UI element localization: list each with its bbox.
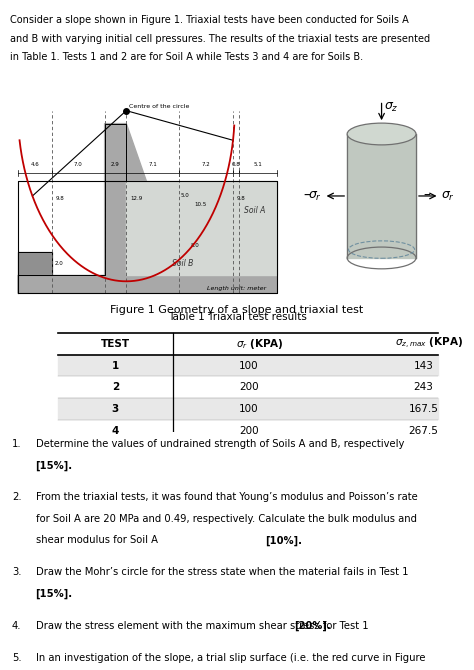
Text: 243: 243 [414,382,433,392]
Text: Draw the Mohr’s circle for the stress state when the material fails in Test 1: Draw the Mohr’s circle for the stress st… [36,567,408,578]
Ellipse shape [347,123,416,145]
Text: Draw the stress element with the maximum shear stress for Test 1: Draw the stress element with the maximum… [36,621,371,631]
Text: [20%].: [20%]. [294,621,331,631]
Text: TEST: TEST [101,339,130,349]
Text: 0.8: 0.8 [232,162,240,167]
Text: 8.0: 8.0 [191,243,199,249]
Text: 4: 4 [112,425,119,436]
Polygon shape [58,354,438,377]
Text: 267.5: 267.5 [409,425,438,436]
Text: 3: 3 [112,404,119,414]
Text: and B with varying initial cell pressures. The results of the triaxial tests are: and B with varying initial cell pressure… [10,34,430,44]
Polygon shape [58,419,438,442]
Text: 2.: 2. [12,492,21,502]
Text: $\sigma_r$ (KPA): $\sigma_r$ (KPA) [237,337,284,351]
Text: 10.5: 10.5 [194,202,207,207]
Text: In an investigation of the slope, a trial slip surface (i.e. the red curve in Fi: In an investigation of the slope, a tria… [36,653,425,663]
Text: $\sigma_z$: $\sigma_z$ [384,100,399,114]
Text: for Soil A are 20 MPa and 0.49, respectively. Calculate the bulk modulus and: for Soil A are 20 MPa and 0.49, respecti… [36,514,417,524]
Text: –: – [424,189,431,203]
Text: 200: 200 [239,425,259,436]
Text: in Table 1. Tests 1 and 2 are for Soil A while Tests 3 and 4 are for Soils B.: in Table 1. Tests 1 and 2 are for Soil A… [10,52,364,62]
Text: 9.8: 9.8 [237,196,246,202]
Text: 100: 100 [239,404,259,414]
Text: 9.8: 9.8 [55,196,64,202]
Text: 1: 1 [112,360,119,371]
Text: 7.1: 7.1 [148,162,157,167]
Text: 167.5: 167.5 [409,404,438,414]
Text: 7.2: 7.2 [202,162,210,167]
Text: 5.1: 5.1 [254,162,263,167]
Polygon shape [126,182,277,275]
Text: 4.6: 4.6 [31,162,39,167]
Text: shear modulus for Soil A: shear modulus for Soil A [36,535,161,545]
Text: 5.0: 5.0 [181,193,190,198]
Text: 3.: 3. [12,567,21,578]
Text: Consider a slope shown in Figure 1. Triaxial tests have been conducted for Soils: Consider a slope shown in Figure 1. Tria… [10,15,409,25]
Text: 2.0: 2.0 [55,261,63,266]
Text: $\sigma_{z,max}$ (KPA): $\sigma_{z,max}$ (KPA) [395,336,463,351]
Text: [15%].: [15%]. [36,589,73,599]
Text: Determine the values of undrained strength of Soils A and B, respectively: Determine the values of undrained streng… [36,439,404,449]
Text: Figure 1 Geometry of a slope and triaxial test: Figure 1 Geometry of a slope and triaxia… [110,305,364,315]
Text: –: – [303,189,310,203]
Polygon shape [18,252,52,275]
Text: 1.: 1. [12,439,21,449]
Text: Soil A: Soil A [244,206,265,215]
Text: Length unit: meter: Length unit: meter [207,285,266,291]
Text: $\sigma_r$: $\sigma_r$ [308,190,322,202]
Text: 100: 100 [239,360,259,371]
Text: 2.9: 2.9 [111,162,120,167]
Text: Centre of the circle: Centre of the circle [129,105,190,109]
Text: 5.: 5. [12,653,21,663]
Text: Table 1 Triaxial test results: Table 1 Triaxial test results [168,312,306,322]
Polygon shape [58,398,438,419]
Text: $\sigma_r$: $\sigma_r$ [441,190,455,202]
Text: [10%].: [10%]. [265,535,302,545]
Polygon shape [347,134,416,258]
Text: 143: 143 [414,360,433,371]
Text: 7.0: 7.0 [74,162,83,167]
Polygon shape [58,377,438,398]
Text: Soil B: Soil B [172,259,193,268]
Polygon shape [18,123,277,293]
Text: 2: 2 [112,382,119,392]
Text: 12.9: 12.9 [130,196,142,202]
Text: 4.: 4. [12,621,21,631]
Text: [15%].: [15%]. [36,460,73,470]
Text: From the triaxial tests, it was found that Young’s modulus and Poisson’s rate: From the triaxial tests, it was found th… [36,492,417,502]
Text: 200: 200 [239,382,259,392]
